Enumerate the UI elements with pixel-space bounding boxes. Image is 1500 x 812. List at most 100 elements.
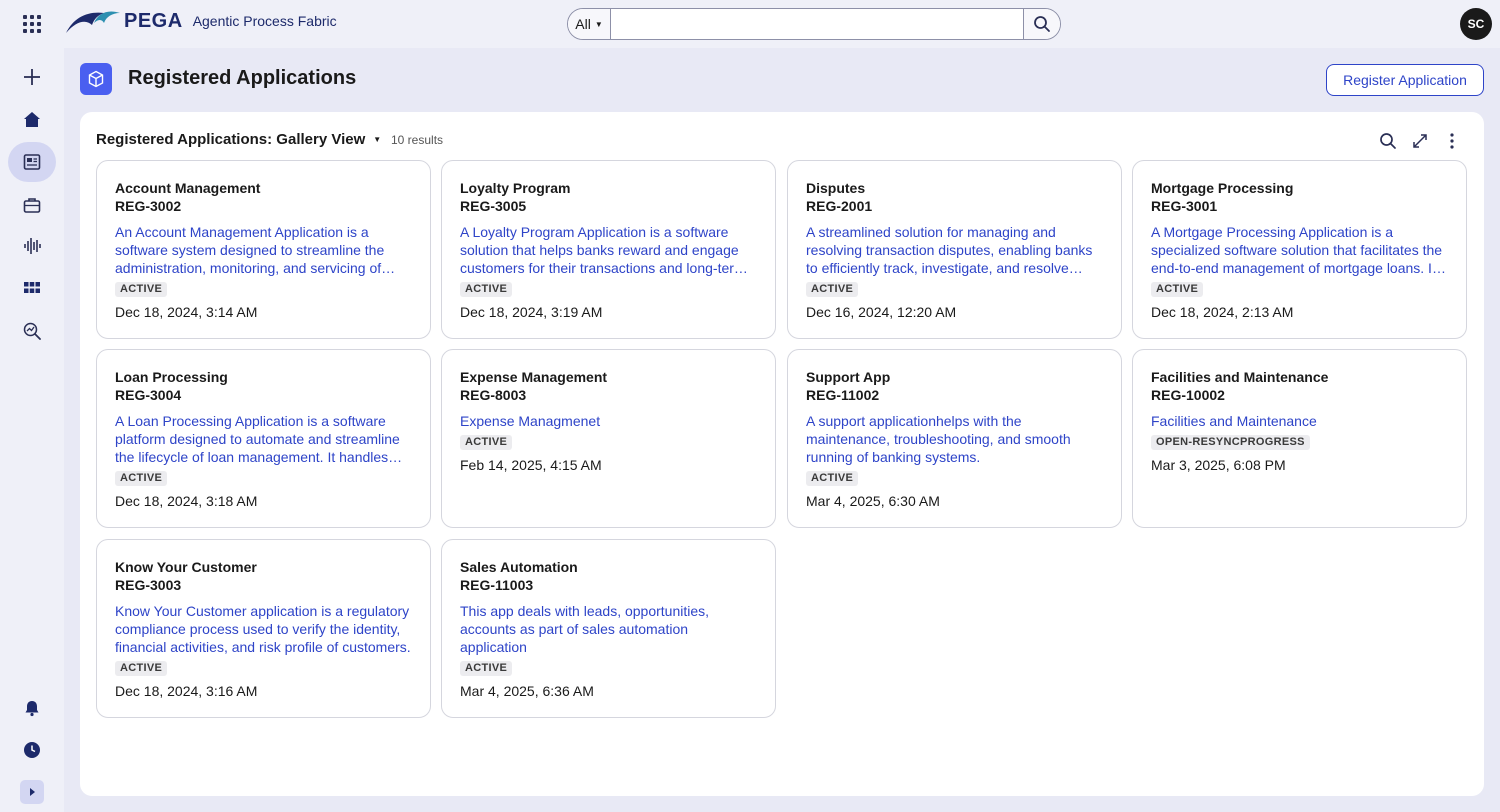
card-id: REG-8003 [460,387,527,403]
card-id: REG-2001 [806,198,873,214]
product-name: Agentic Process Fabric [192,13,337,29]
card-name: Facilities and Maintenance [1151,369,1329,385]
expand-rail-icon [20,780,44,804]
user-avatar[interactable]: SC [1460,8,1492,40]
caret-down-icon: ▼ [373,135,382,144]
card-date: Dec 18, 2024, 3:19 AM [460,304,603,320]
global-search: All ▼ [567,8,1061,40]
search-input[interactable] [611,9,1023,39]
application-card[interactable]: Facilities and Maintenance REG-10002 Fac… [1132,349,1467,528]
status-badge: ACTIVE [115,661,168,676]
rail-analytics-button[interactable] [8,311,56,351]
card-date: Dec 18, 2024, 2:13 AM [1151,304,1294,320]
rail-insights-button[interactable] [8,226,56,266]
card-description[interactable]: A streamlined solution for managing and … [806,224,1093,276]
card-name: Account Management [115,180,261,196]
application-card[interactable]: Expense Management REG-8003 Expense Mana… [441,349,776,528]
gallery-search-button[interactable] [1376,129,1400,153]
application-card[interactable]: Loan Processing REG-3004 A Loan Processi… [96,349,431,528]
card-date: Dec 18, 2024, 3:16 AM [115,683,258,699]
page-title: Registered Applications [128,67,357,89]
card-id: REG-3001 [1151,198,1218,214]
applications-icon [23,154,41,170]
grid-icon [24,282,40,293]
card-date: Mar 3, 2025, 6:08 PM [1151,457,1286,473]
card-name: Loan Processing [115,369,228,385]
card-name: Loyalty Program [460,180,571,196]
rail-recents-button[interactable] [8,730,56,770]
card-date: Dec 18, 2024, 3:14 AM [115,304,258,320]
status-badge: OPEN-RESYNCPROGRESS [1151,435,1310,450]
application-card[interactable]: Loyalty Program REG-3005 A Loyalty Progr… [441,160,776,339]
card-description[interactable]: A Loyalty Program Application is a softw… [460,224,746,276]
rail-expand-button[interactable] [8,772,56,812]
status-badge: ACTIVE [115,282,168,297]
home-icon [24,112,40,127]
card-description[interactable]: A support applicationhelps with the main… [806,413,1071,465]
card-date: Mar 4, 2025, 6:30 AM [806,493,940,509]
fullscreen-button[interactable] [1408,129,1432,153]
application-card[interactable]: Account Management REG-3002 An Account M… [96,160,431,339]
application-card[interactable]: Disputes REG-2001 A streamlined solution… [787,160,1122,339]
rail-apps-button[interactable] [8,268,56,308]
status-badge: ACTIVE [460,661,513,676]
rail-notifications-button[interactable] [8,688,56,728]
bell-icon [25,701,39,717]
cube-icon [88,70,104,88]
card-description[interactable]: An Account Management Application is a s… [115,224,385,276]
card-name: Sales Automation [460,559,578,575]
app-launcher-icon[interactable] [22,14,42,34]
card-description[interactable]: A Loan Processing Application is a softw… [115,413,400,465]
caret-down-icon: ▼ [594,19,603,29]
clock-icon [24,742,40,758]
plus-icon [24,69,40,85]
search-scope-dropdown[interactable]: All ▼ [568,9,611,39]
card-description[interactable]: Know Your Customer application is a regu… [115,603,411,655]
more-vertical-icon [1450,133,1454,149]
card-name: Mortgage Processing [1151,180,1294,196]
page-icon [80,63,112,95]
waveform-icon [24,238,41,254]
search-button[interactable] [1023,9,1060,39]
card-id: REG-3005 [460,198,527,214]
card-name: Know Your Customer [115,559,257,575]
results-count: 10 results [391,133,444,147]
rail-cases-button[interactable] [8,185,56,225]
rail-create-button[interactable] [8,57,56,97]
status-badge: ACTIVE [460,282,513,297]
gallery-view-selector[interactable]: Registered Applications: Gallery View ▼ [96,131,381,148]
card-id: REG-3002 [115,198,182,214]
pega-swoosh-icon [66,11,120,33]
briefcase-icon [23,198,41,213]
more-options-button[interactable] [1440,129,1464,153]
status-badge: ACTIVE [115,471,168,486]
card-id: REG-10002 [1151,387,1225,403]
card-date: Dec 16, 2024, 12:20 AM [806,304,957,320]
card-name: Expense Management [460,369,608,385]
application-card[interactable]: Support App REG-11002 A support applicat… [787,349,1122,528]
application-card[interactable]: Know Your Customer REG-3003 Know Your Cu… [96,539,431,718]
status-badge: ACTIVE [460,435,513,450]
card-description[interactable]: A Mortgage Processing Application is a s… [1151,224,1443,276]
card-description[interactable]: Expense Managmenet [460,413,601,429]
card-date: Feb 14, 2025, 4:15 AM [460,457,602,473]
status-badge: ACTIVE [806,282,859,297]
brand-name: PEGA [124,9,183,32]
card-name: Support App [806,369,891,385]
application-card[interactable]: Sales Automation REG-11003 This app deal… [441,539,776,718]
gallery-title: Registered Applications: Gallery View [96,131,366,148]
application-card[interactable]: Mortgage Processing REG-3001 A Mortgage … [1132,160,1467,339]
card-date: Dec 18, 2024, 3:18 AM [115,493,258,509]
card-description[interactable]: Facilities and Maintenance [1151,413,1317,429]
expand-icon [1413,134,1427,148]
search-icon [1034,16,1050,32]
pega-logo[interactable]: PEGA Agentic Process Fabric [64,6,337,36]
register-application-button[interactable]: Register Application [1326,64,1484,96]
rail-home-button[interactable] [8,100,56,140]
analytics-icon [23,322,41,340]
card-id: REG-11003 [460,577,534,593]
status-badge: ACTIVE [1151,282,1204,297]
search-scope-label: All [575,16,591,32]
rail-applications-button[interactable] [8,142,56,182]
card-description[interactable]: This app deals with leads, opportunities… [460,603,710,655]
